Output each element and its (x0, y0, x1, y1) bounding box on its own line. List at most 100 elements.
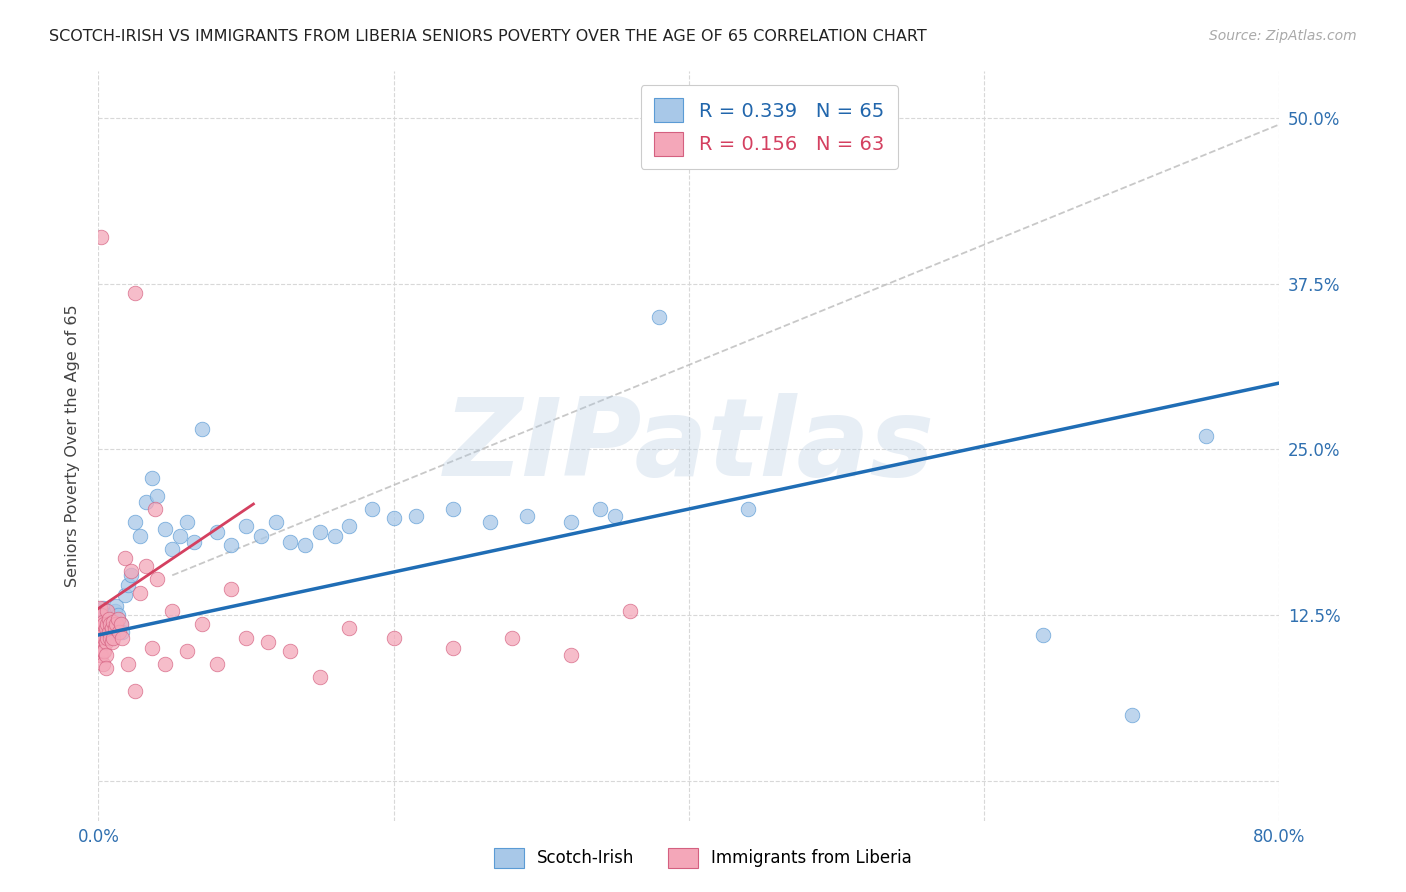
Point (96, 604, 118, 618)
Point (98, 625, 121, 640)
Point (110, 617, 132, 632)
Point (141, 641, 163, 656)
Point (280, 535, 302, 549)
Y-axis label: Seniors Poverty Over the Age of 65: Seniors Poverty Over the Age of 65 (65, 305, 80, 587)
Point (97, 621, 120, 635)
Point (128, 585, 150, 599)
Point (648, 310, 671, 324)
Text: SCOTCH-IRISH VS IMMIGRANTS FROM LIBERIA SENIORS POVERTY OVER THE AGE OF 65 CORRE: SCOTCH-IRISH VS IMMIGRANTS FROM LIBERIA … (49, 29, 927, 44)
Point (169, 528, 191, 542)
Point (135, 495, 157, 509)
Point (90, 617, 112, 632)
Point (98, 617, 121, 632)
Point (103, 608, 125, 623)
Point (93, 617, 115, 632)
Point (146, 489, 169, 503)
Text: ZIPatlas: ZIPatlas (443, 393, 935, 499)
Point (89, 601, 111, 615)
Point (100, 615, 122, 629)
Point (110, 617, 132, 632)
Point (162, 541, 183, 556)
Point (90, 230, 112, 244)
Point (153, 522, 176, 536)
Point (176, 515, 198, 529)
Point (111, 631, 134, 645)
Point (280, 644, 302, 658)
Point (89, 621, 111, 635)
Point (96, 615, 118, 629)
Point (90, 608, 112, 623)
Point (111, 625, 134, 640)
Point (323, 528, 346, 542)
Point (191, 617, 214, 632)
Point (103, 617, 125, 632)
Point (96, 604, 118, 618)
Point (104, 621, 127, 635)
Point (501, 631, 523, 645)
Point (516, 508, 538, 523)
Point (90, 634, 112, 648)
Point (93, 644, 115, 658)
Point (560, 648, 582, 662)
Point (100, 621, 122, 635)
Point (91, 628, 114, 642)
Point (105, 617, 128, 632)
Point (94, 648, 117, 662)
Point (94, 634, 117, 648)
Point (93, 612, 115, 626)
Point (120, 568, 142, 582)
Point (120, 564, 142, 578)
Point (91, 615, 114, 629)
Text: Source: ZipAtlas.com: Source: ZipAtlas.com (1209, 29, 1357, 43)
Point (183, 535, 205, 549)
Point (221, 538, 243, 552)
Point (103, 631, 125, 645)
Point (105, 599, 128, 613)
Point (257, 634, 280, 648)
Point (309, 524, 332, 539)
Point (589, 502, 612, 516)
Point (162, 604, 183, 618)
Point (143, 502, 166, 516)
Point (90, 621, 112, 635)
Point (405, 508, 427, 523)
Point (146, 572, 169, 586)
Point (114, 551, 136, 566)
Point (96, 631, 118, 645)
Point (91, 615, 114, 629)
Point (98, 617, 121, 632)
Point (339, 519, 361, 533)
Point (94, 608, 117, 623)
Point (153, 657, 176, 672)
Point (100, 634, 122, 648)
Point (1032, 628, 1054, 642)
Point (382, 631, 405, 645)
Point (1121, 707, 1143, 722)
Point (235, 519, 257, 533)
Point (89, 617, 111, 632)
Point (94, 617, 117, 632)
Point (250, 528, 273, 542)
Point (309, 670, 332, 684)
Point (91, 625, 114, 640)
Point (91, 644, 114, 658)
Point (93, 621, 115, 635)
Point (93, 631, 115, 645)
Legend: R = 0.339   N = 65, R = 0.156   N = 63: R = 0.339 N = 65, R = 0.156 N = 63 (641, 85, 897, 169)
Point (94, 628, 117, 642)
Point (89, 631, 111, 645)
Point (96, 617, 118, 632)
Point (128, 528, 150, 542)
Point (94, 621, 117, 635)
Point (264, 515, 287, 529)
Point (89, 648, 111, 662)
Point (339, 621, 361, 635)
Point (117, 577, 139, 591)
Point (825, 137, 848, 152)
Point (1195, 429, 1218, 443)
Point (478, 515, 501, 529)
Point (89, 608, 111, 623)
Point (235, 631, 257, 645)
Point (441, 641, 464, 656)
Point (114, 588, 136, 602)
